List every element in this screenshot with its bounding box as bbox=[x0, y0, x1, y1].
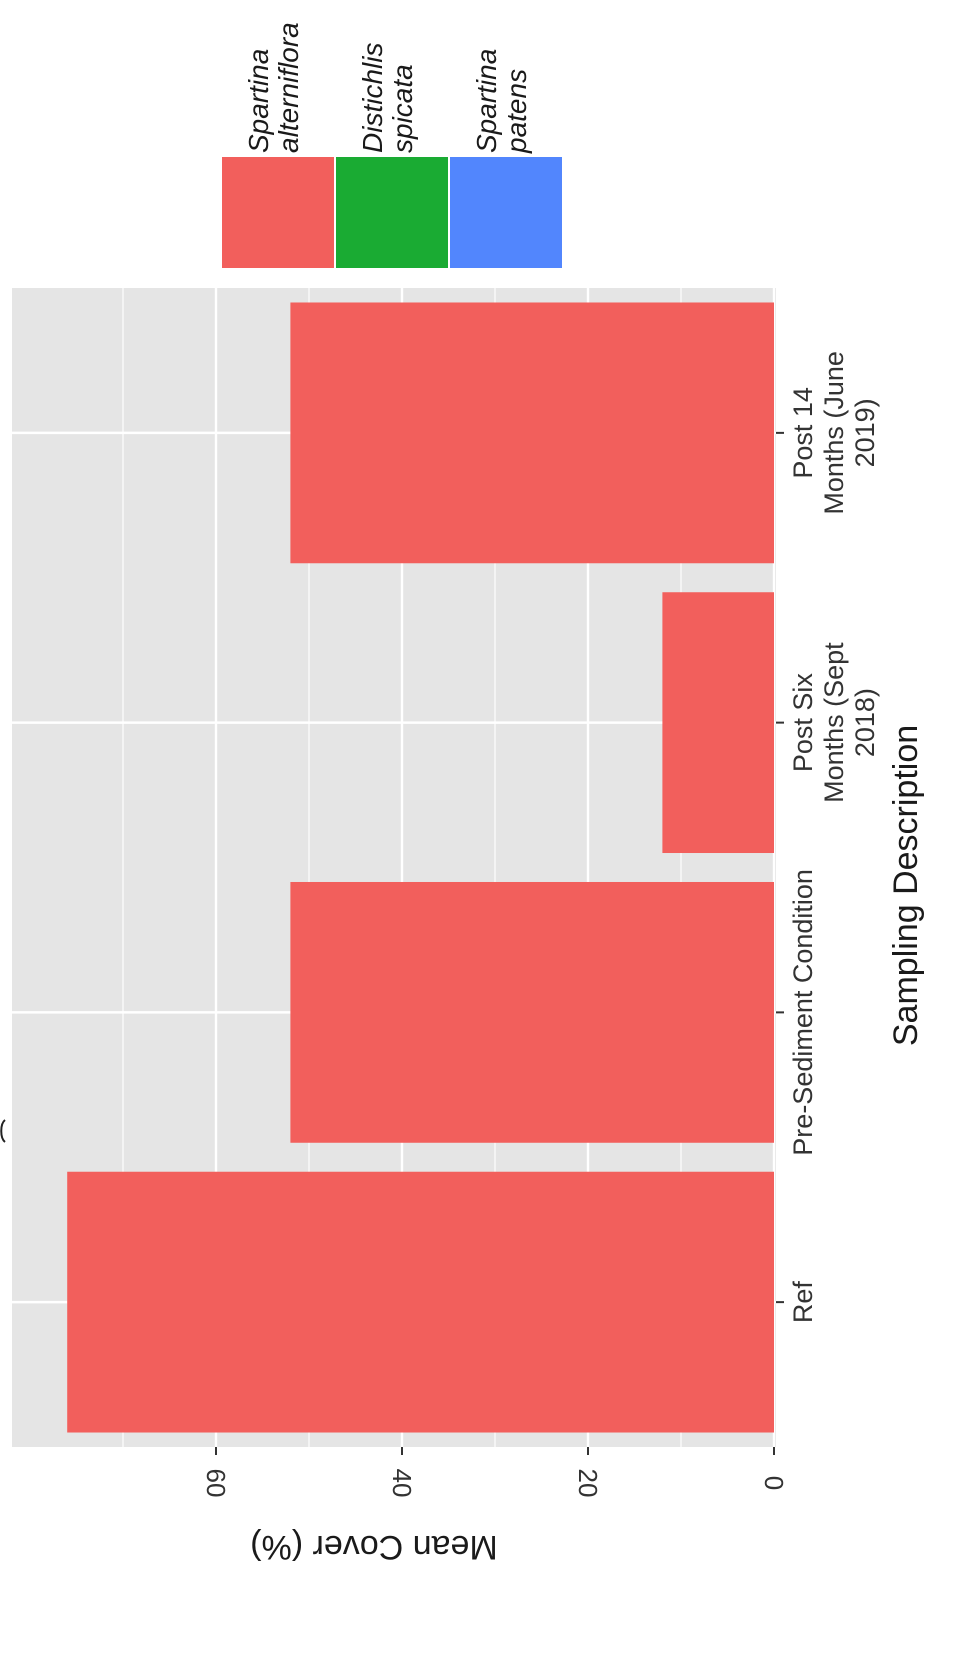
legend-key bbox=[450, 157, 562, 268]
bar-ref bbox=[67, 1171, 774, 1433]
value-tick-label: 20 bbox=[573, 1469, 603, 1498]
category-label: Post 14Months (June2019) bbox=[788, 351, 880, 515]
legend-key bbox=[222, 157, 334, 268]
axes: 0 20 40 60 Mean Cover (%) Ref Pre-Sediment Con… bbox=[201, 351, 925, 1566]
legend-label: Spartinapatens bbox=[471, 49, 532, 154]
category-label: Post SixMonths (Sept2018) bbox=[788, 642, 880, 803]
bar-post-six-months-sept-2018 bbox=[662, 592, 774, 854]
value-tick-label: 0 bbox=[759, 1476, 789, 1490]
value-tick-label: 40 bbox=[387, 1469, 417, 1498]
value-axis-title: Mean Cover (%) bbox=[250, 1528, 498, 1566]
bar-post-14-months-june-2019 bbox=[290, 302, 774, 564]
stray-mark bbox=[0, 1118, 6, 1144]
legend: Spartinaalterniflora Distichlisspicata Spa… bbox=[222, 22, 562, 268]
legend-label: Spartinaalterniflora bbox=[243, 22, 304, 153]
category-axis-title: Sampling Description bbox=[887, 725, 925, 1046]
bar-pre-sediment-condition bbox=[290, 881, 774, 1143]
value-tick-label: 60 bbox=[201, 1469, 231, 1498]
category-label: Pre-Sediment Condition bbox=[788, 869, 818, 1156]
category-label: Ref bbox=[788, 1281, 818, 1324]
legend-key bbox=[336, 157, 448, 268]
legend-label: Distichlisspicata bbox=[357, 43, 418, 153]
bars bbox=[67, 302, 774, 1433]
